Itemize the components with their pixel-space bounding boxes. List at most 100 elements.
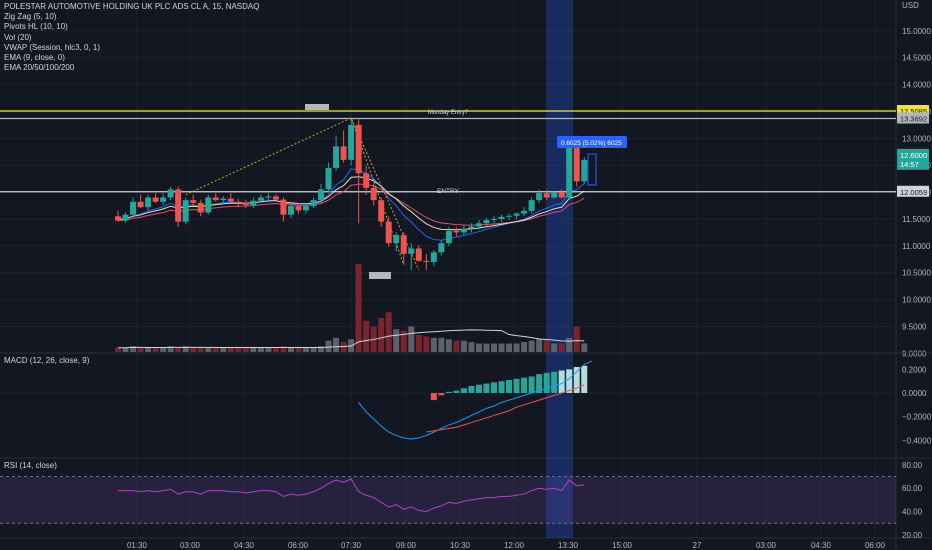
volume-bar xyxy=(212,347,219,352)
macd-histogram-bar xyxy=(483,383,490,393)
candle-body xyxy=(242,202,249,205)
indicator-ema-multi[interactable]: EMA 20/50/100/200 xyxy=(4,63,75,73)
x-tick-label: 13:30 xyxy=(558,541,579,550)
macd-histogram-bar xyxy=(453,390,460,393)
candle-body xyxy=(250,200,257,205)
candle-body xyxy=(581,159,588,182)
volume-bar xyxy=(400,330,407,352)
candle-body xyxy=(287,206,294,215)
volume-bar xyxy=(521,342,528,352)
volume-bar xyxy=(227,347,234,352)
volume-bar xyxy=(250,347,257,352)
volume-bar xyxy=(325,340,332,352)
volume-bar xyxy=(152,347,159,352)
volume-bar xyxy=(272,347,279,352)
volume-bar xyxy=(242,347,249,352)
volume-bar xyxy=(280,346,287,352)
candle-body xyxy=(400,235,407,254)
entry-annotation: ENTRY xyxy=(437,188,460,195)
y-tick-label: 13.0000 xyxy=(902,134,931,143)
rsi-y-tick: 40.00 xyxy=(902,508,923,517)
candle-body xyxy=(513,213,520,216)
volume-bar xyxy=(235,347,242,352)
rsi-band xyxy=(0,476,896,524)
symbol-title[interactable]: POLESTAR AUTOMOTIVE HOLDING UK PLC ADS C… xyxy=(4,2,260,11)
volume-bar xyxy=(190,347,197,352)
indicator-ema9[interactable]: EMA (9, close, 0) xyxy=(4,53,65,63)
volume-bar xyxy=(363,320,370,352)
candle-body xyxy=(453,230,460,233)
x-tick-label: 03:00 xyxy=(180,541,201,550)
candle-body xyxy=(475,223,482,227)
macd-histogram-bar xyxy=(475,384,482,393)
macd-histogram-bar xyxy=(551,371,558,393)
volume-bar xyxy=(430,337,437,352)
x-tick-label: 10:30 xyxy=(450,541,471,550)
volume-bar xyxy=(220,347,227,352)
macd-signal-line xyxy=(426,384,585,433)
volume-bar xyxy=(543,339,550,352)
indicator-volume[interactable]: Vol (20) xyxy=(4,32,32,42)
volume-bar xyxy=(566,337,573,352)
macd-histogram-bar xyxy=(445,391,452,393)
macd-histogram-bar xyxy=(573,367,580,393)
rsi-y-tick: 20.00 xyxy=(902,531,923,540)
rsi-y-tick: 60.00 xyxy=(902,484,923,493)
macd-histogram-bar xyxy=(566,369,573,393)
monday-entry-annotation: Monday Entry? xyxy=(428,110,469,116)
measure-range-box xyxy=(587,153,597,186)
macd-histogram-bar xyxy=(521,377,528,393)
candle-body xyxy=(423,260,430,262)
volume-bar xyxy=(468,342,475,352)
indicator-pivots[interactable]: Pivots HL (10, 10) xyxy=(4,22,68,32)
candle-body xyxy=(212,197,219,201)
candle-body xyxy=(235,201,242,203)
y-tick-label: 15.0000 xyxy=(902,27,931,36)
volume-bar xyxy=(295,347,302,352)
y-tick-label: 10.5000 xyxy=(902,269,931,278)
x-tick-label: 04:30 xyxy=(811,541,832,550)
volume-bar xyxy=(415,334,422,352)
y-tick-label: 11.0000 xyxy=(902,242,931,251)
volume-bar xyxy=(453,340,460,352)
candle-body xyxy=(385,221,392,244)
volume-bar xyxy=(445,339,452,352)
macd-histogram-bar xyxy=(506,380,513,393)
volume-bar xyxy=(491,343,497,352)
indicator-vwap[interactable]: VWAP (Session, hlc3, 0, 1) xyxy=(4,42,101,52)
volume-ma-line xyxy=(118,329,585,349)
x-tick-label: 15:00 xyxy=(612,541,633,550)
x-tick-label: 27 xyxy=(693,541,702,550)
candle-body xyxy=(558,192,565,198)
volume-bar xyxy=(265,347,272,352)
candle-body xyxy=(182,200,189,222)
macd-y-tick: 0.0000 xyxy=(902,389,927,398)
candle-body xyxy=(340,146,347,160)
volume-bar xyxy=(257,347,264,352)
macd-histogram-bar xyxy=(536,374,543,393)
x-tick-label: 07:30 xyxy=(341,541,362,550)
macd-label[interactable]: MACD (12, 26, close, 9) xyxy=(4,356,90,365)
measure-tooltip-text: 0.6025 (5.02%) 6025 xyxy=(561,140,622,147)
macd-histogram-bar xyxy=(558,370,565,393)
candle-body xyxy=(310,200,317,207)
rsi-label[interactable]: RSI (14, close) xyxy=(4,461,57,470)
candle-body xyxy=(415,248,422,261)
level-tag-entry-text: 12.0059 xyxy=(900,188,927,197)
volume-bar xyxy=(378,317,385,352)
volume-bar xyxy=(122,347,129,352)
y-tick-label: 14.0000 xyxy=(902,81,931,90)
macd-histogram-bar xyxy=(513,378,520,393)
candle-body xyxy=(257,197,264,201)
volume-bar xyxy=(498,343,505,352)
x-tick-label: 06:00 xyxy=(865,541,886,550)
indicator-zigzag[interactable]: Zig Zag (5, 10) xyxy=(4,12,57,22)
current-price-text: 12.6000 xyxy=(900,151,927,160)
volume-bar xyxy=(137,347,144,352)
volume-bar xyxy=(160,347,167,352)
volume-bar xyxy=(438,337,445,352)
x-tick-label: 06:00 xyxy=(288,541,309,550)
x-tick-label: 03:00 xyxy=(756,541,777,550)
macd-histogram-bar xyxy=(581,365,588,393)
